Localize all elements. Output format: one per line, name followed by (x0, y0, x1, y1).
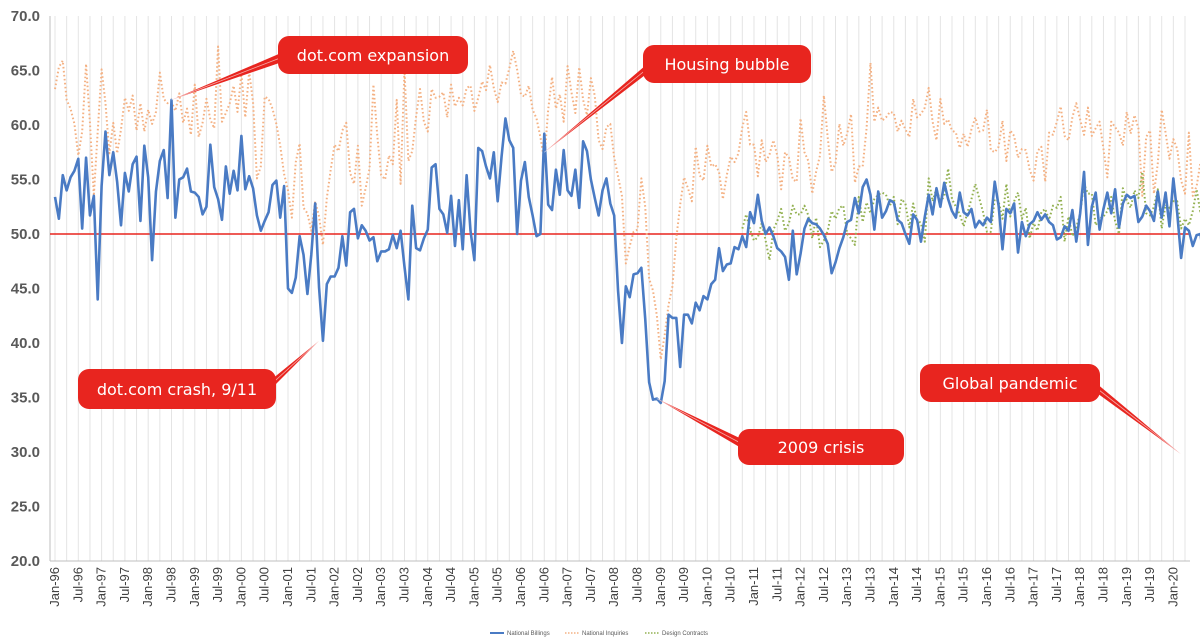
annotations: dot.com expansion Housing bubble dot.com c… (78, 36, 1182, 465)
x-tick-label: Jan-15 (932, 567, 947, 607)
x-tick-label: Jul-06 (536, 567, 551, 602)
x-tick-label: Jan-04 (420, 567, 435, 607)
x-tick-label: Jul-16 (1002, 567, 1017, 602)
y-tick-labels: 20.0 25.0 30.0 35.0 40.0 45.0 50.0 55.0 60.0 65.0… (11, 8, 40, 570)
x-tick-label: Jan-09 (653, 567, 668, 607)
y-tick-label: 20.0 (11, 553, 40, 570)
x-tick-label: Jan-17 (1026, 567, 1041, 607)
x-tick-label: Jul-05 (490, 567, 505, 602)
x-tick-label: Jul-09 (676, 567, 691, 602)
legend-label: Design Contracts (662, 631, 708, 637)
callout-label: 2009 crisis (778, 438, 865, 457)
x-tick-label: Jan-08 (606, 567, 621, 607)
x-tick-label: Jul-07 (583, 567, 598, 602)
x-tick-label: Jan-00 (233, 567, 248, 607)
x-tick-label: Jul-13 (862, 567, 877, 602)
x-tick-label: Jan-18 (1072, 567, 1087, 607)
callout: dot.com crash, 9/11 (78, 340, 320, 409)
x-tick-label: Jul-14 (909, 567, 924, 602)
legend-label: National Inquiries (582, 631, 628, 637)
callout: Housing bubble (544, 45, 811, 153)
callout-box (278, 36, 468, 74)
callout-box (78, 369, 276, 409)
legend: National Billings National Inquiries Desig… (490, 631, 708, 637)
x-tick-label: Jan-14 (886, 567, 901, 607)
x-tick-label: Jul-12 (816, 567, 831, 602)
x-tick-label: Jan-96 (47, 567, 62, 607)
callout-pointer-edge (171, 54, 289, 101)
series-group (53, 45, 1200, 405)
x-tick-label: Jul-03 (396, 567, 411, 602)
x-tick-label: Jan-03 (373, 567, 388, 607)
x-tick-label: Jan-98 (140, 567, 155, 607)
x-tick-label: Jan-05 (466, 567, 481, 607)
callout-box (920, 364, 1100, 402)
x-tick-labels: Jan-96 Jul-96 Jan-97 Jul-97 Jan-98 Jul-98 Jan-… (47, 567, 1180, 607)
callout: Global pandemic (920, 364, 1182, 455)
x-tick-label: Jan-02 (327, 567, 342, 607)
x-tick-label: Jan-19 (1119, 567, 1134, 607)
x-tick-label: Jul-99 (210, 567, 225, 602)
x-tick-label: Jan-16 (979, 567, 994, 607)
y-tick-label: 55.0 (11, 172, 40, 189)
series-line-national-inquiries (54, 45, 1200, 361)
x-tick-label: Jul-01 (303, 567, 318, 602)
callout: 2009 crisis (656, 398, 904, 465)
callout-pointer (656, 398, 748, 452)
callout-box (738, 429, 904, 465)
x-tick-label: Jul-15 (956, 567, 971, 602)
x-tick-label: Jul-08 (629, 567, 644, 602)
x-tick-label: Jan-10 (699, 567, 714, 607)
x-tick-label: Jul-98 (163, 567, 178, 602)
x-tick-label: Jan-01 (280, 567, 295, 607)
x-tick-label: Jul-18 (1095, 567, 1110, 602)
x-tick-label: Jan-06 (513, 567, 528, 607)
callout-pointer (1090, 378, 1182, 455)
y-tick-label: 25.0 (11, 499, 40, 516)
x-tick-label: Jan-12 (793, 567, 808, 607)
callout-pointer (544, 59, 653, 153)
x-tick-label: Jan-99 (187, 567, 202, 607)
y-tick-label: 60.0 (11, 117, 40, 134)
x-tick-label: Jan-97 (94, 567, 109, 607)
x-tick-label: Jan-13 (839, 567, 854, 607)
callout-pointer-edge (1089, 382, 1182, 455)
x-tick-label: Jul-02 (350, 567, 365, 602)
callout-label: dot.com expansion (297, 46, 449, 65)
callout-box (643, 45, 811, 83)
series-line-national-billings (53, 98, 1200, 405)
y-tick-label: 35.0 (11, 390, 40, 407)
x-tick-label: Jul-04 (443, 567, 458, 602)
callout-pointer (171, 50, 288, 100)
callout-label: Global pandemic (942, 374, 1077, 393)
callout-pointer-edge (544, 63, 654, 153)
y-tick-label: 50.0 (11, 226, 40, 243)
vertical-gridlines (54, 16, 1186, 561)
callout-pointer-edge (656, 398, 749, 448)
legend-label: National Billings (507, 631, 550, 637)
y-tick-label: 45.0 (11, 281, 40, 298)
callout-pointer (266, 340, 320, 394)
x-tick-label: Jan-20 (1165, 567, 1180, 607)
callout-label: dot.com crash, 9/11 (97, 380, 257, 399)
x-tick-label: Jul-19 (1142, 567, 1157, 602)
x-tick-label: Jul-11 (769, 567, 784, 601)
x-tick-label: Jul-97 (117, 567, 132, 602)
callout-label: Housing bubble (664, 55, 789, 74)
y-tick-label: 30.0 (11, 444, 40, 461)
x-tick-label: Jan-07 (560, 567, 575, 607)
x-tick-label: Jul-10 (723, 567, 738, 602)
axes (49, 16, 1190, 562)
x-tick-label: Jul-96 (70, 567, 85, 602)
y-tick-label: 65.0 (11, 63, 40, 80)
x-tick-label: Jan-11 (746, 567, 761, 606)
x-tick-label: Jul-17 (1049, 567, 1064, 602)
y-tick-label: 40.0 (11, 335, 40, 352)
y-tick-label: 70.0 (11, 8, 40, 25)
x-tick-label: Jul-00 (257, 567, 272, 602)
callout: dot.com expansion (171, 36, 468, 101)
